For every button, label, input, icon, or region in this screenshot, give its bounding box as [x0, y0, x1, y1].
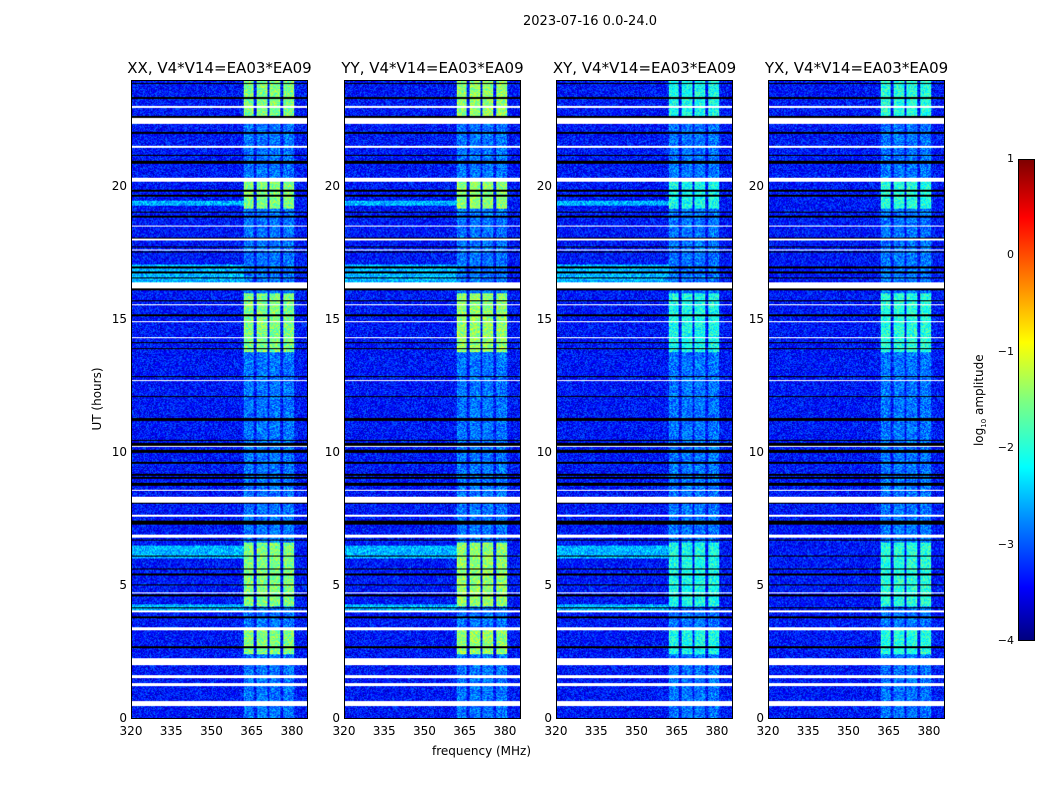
y-axis-label: UT (hours) — [90, 367, 104, 431]
colorbar-tick-label: −1 — [997, 344, 1014, 358]
heatmap-image — [345, 81, 520, 718]
y-tick-label: 10 — [748, 444, 764, 459]
x-tick-label: 320 — [756, 724, 780, 738]
y-tick-label: 15 — [111, 311, 127, 326]
colorbar-label: log10 amplitude — [971, 354, 989, 447]
x-tick-label: 320 — [544, 724, 568, 738]
y-tick-label: 0 — [119, 711, 127, 725]
x-tick-label: 350 — [625, 724, 648, 738]
x-axis-label: frequency (MHz) — [432, 744, 532, 758]
y-tick-label: 5 — [119, 577, 127, 592]
y-tick-label: 0 — [332, 711, 340, 725]
y-tick-label: 20 — [324, 178, 340, 193]
y-tick-label: 20 — [748, 178, 764, 193]
heatmap-panel — [344, 80, 521, 719]
colorbar-tick-label: −3 — [997, 537, 1014, 551]
y-tick-label: 0 — [756, 711, 764, 725]
y-tick-label: 10 — [111, 444, 127, 459]
figure-title: 2023-07-16 0.0-24.0 — [523, 14, 657, 29]
heatmap-image — [769, 81, 944, 718]
x-tick-label: 335 — [796, 724, 820, 738]
colorbar-tick-label: 1 — [1007, 152, 1014, 165]
heatmap-image — [557, 81, 732, 718]
x-tick-label: 380 — [917, 724, 941, 738]
x-tick-label: 380 — [280, 724, 304, 738]
x-tick-label: 365 — [877, 724, 901, 738]
x-tick-label: 350 — [837, 724, 860, 738]
x-tick-label: 365 — [453, 724, 477, 738]
y-tick-label: 5 — [332, 577, 340, 592]
y-tick-label: 20 — [536, 178, 552, 193]
panel-title: YY, V4*V14=EA03*EA09 — [341, 59, 524, 77]
x-tick-label: 335 — [584, 724, 608, 738]
x-tick-label: 380 — [705, 724, 729, 738]
x-tick-label: 320 — [119, 724, 143, 738]
x-tick-label: 380 — [493, 724, 517, 738]
colorbar-tick-label: −4 — [997, 634, 1014, 647]
y-tick-label: 5 — [756, 577, 764, 592]
y-tick-label: 10 — [324, 444, 340, 459]
x-tick-label: 350 — [200, 724, 223, 738]
colorbar — [1018, 159, 1035, 641]
heatmap-panel — [556, 80, 733, 719]
y-tick-label: 0 — [544, 711, 552, 725]
y-tick-label: 15 — [536, 311, 552, 326]
y-tick-label: 10 — [536, 444, 552, 459]
x-tick-label: 365 — [240, 724, 264, 738]
panel-title: XY, V4*V14=EA03*EA09 — [552, 59, 737, 77]
y-tick-label: 20 — [111, 178, 127, 193]
y-tick-label: 5 — [544, 577, 552, 592]
heatmap-panel — [768, 80, 945, 719]
x-tick-label: 320 — [332, 724, 356, 738]
panel-title: XX, V4*V14=EA03*EA09 — [127, 59, 312, 77]
x-tick-label: 365 — [665, 724, 689, 738]
x-tick-label: 335 — [372, 724, 396, 738]
heatmap-panel — [131, 80, 308, 719]
panel-title: YX, V4*V14=EA03*EA09 — [764, 59, 949, 77]
x-tick-label: 335 — [159, 724, 183, 738]
colorbar-tick-label: 0 — [1007, 248, 1014, 262]
y-tick-label: 15 — [748, 311, 764, 326]
y-tick-label: 15 — [324, 311, 340, 326]
colorbar-tick-label: −2 — [997, 441, 1014, 455]
x-tick-label: 350 — [413, 724, 436, 738]
heatmap-image — [132, 81, 307, 718]
